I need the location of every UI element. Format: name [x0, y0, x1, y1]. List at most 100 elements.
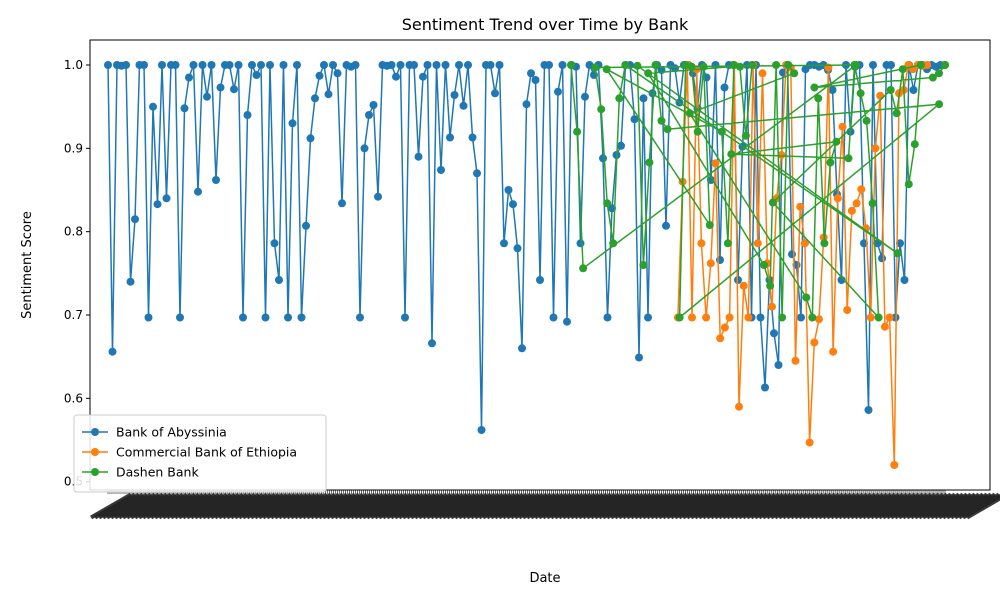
data-point	[758, 69, 767, 78]
data-point	[857, 185, 866, 194]
data-point	[545, 61, 553, 69]
data-point	[270, 239, 279, 248]
data-point	[778, 313, 787, 322]
data-point	[603, 199, 612, 208]
data-point	[702, 313, 711, 322]
data-point	[837, 276, 846, 284]
data-point	[621, 61, 630, 69]
data-point	[248, 61, 256, 69]
data-point	[450, 91, 459, 99]
data-point	[843, 306, 852, 314]
data-point	[900, 276, 909, 284]
data-point	[122, 61, 130, 69]
data-point	[599, 154, 607, 163]
data-point	[477, 426, 486, 434]
data-point	[896, 239, 904, 248]
data-point	[491, 89, 499, 98]
data-point	[909, 86, 918, 94]
data-point	[910, 140, 919, 149]
data-point	[356, 313, 364, 322]
data-point	[617, 141, 625, 150]
data-point	[810, 338, 819, 347]
data-point	[419, 72, 427, 81]
data-point	[320, 61, 328, 69]
data-point	[549, 313, 558, 322]
data-point	[500, 239, 508, 248]
data-point	[360, 144, 369, 153]
data-point	[509, 200, 517, 209]
data-point	[871, 144, 880, 153]
data-point	[176, 313, 184, 322]
data-point	[880, 322, 889, 331]
data-point	[387, 61, 396, 69]
data-point	[518, 344, 526, 353]
data-point	[104, 61, 112, 69]
data-point	[644, 313, 652, 322]
data-point	[603, 313, 612, 322]
data-point	[681, 61, 690, 69]
data-point	[753, 239, 762, 248]
data-point	[862, 116, 871, 125]
data-point	[591, 63, 600, 72]
data-point	[832, 137, 841, 146]
data-point	[437, 166, 445, 174]
data-point	[723, 239, 732, 248]
data-point	[705, 221, 714, 229]
data-point	[820, 239, 829, 248]
y-tick-label: 0.7	[64, 308, 83, 322]
data-point	[126, 277, 135, 286]
data-point	[885, 313, 894, 322]
data-point	[706, 259, 715, 268]
data-point	[279, 61, 288, 69]
data-point	[923, 61, 932, 69]
data-point	[916, 61, 925, 69]
data-point	[441, 61, 450, 69]
data-point	[554, 87, 562, 96]
data-point	[302, 221, 310, 230]
data-point	[886, 86, 895, 94]
data-point	[935, 69, 943, 78]
data-point	[428, 339, 436, 348]
data-point	[527, 69, 535, 78]
legend-marker	[91, 468, 99, 476]
data-point	[536, 276, 544, 284]
data-point	[760, 261, 768, 269]
data-point	[784, 61, 793, 69]
data-point	[639, 261, 648, 269]
data-point	[864, 406, 873, 414]
data-point	[766, 281, 775, 290]
data-point	[576, 239, 585, 248]
x-tick-label-glyphs	[966, 492, 1000, 520]
data-point	[288, 119, 297, 128]
data-point	[203, 92, 211, 101]
axes-frame	[89, 39, 991, 491]
data-point	[685, 109, 694, 118]
data-point	[741, 131, 750, 140]
data-point	[802, 293, 811, 302]
data-point	[374, 192, 382, 201]
data-point	[297, 313, 306, 322]
data-point	[266, 61, 274, 69]
data-point	[716, 256, 724, 264]
data-point	[414, 152, 423, 161]
data-point	[756, 313, 765, 322]
data-point	[814, 94, 823, 103]
data-point	[324, 90, 333, 99]
data-point	[735, 62, 744, 71]
data-point	[153, 200, 162, 209]
data-point	[464, 61, 472, 69]
data-point	[928, 73, 937, 82]
data-point	[770, 329, 778, 338]
data-point	[423, 61, 432, 69]
data-point	[657, 116, 666, 125]
data-point	[212, 176, 220, 184]
data-point	[567, 61, 575, 69]
data-point	[697, 239, 706, 248]
data-point	[216, 83, 225, 92]
data-point	[717, 127, 726, 136]
data-point	[531, 76, 540, 84]
data-point	[729, 61, 738, 69]
legend-marker	[91, 428, 99, 436]
data-point	[904, 180, 913, 189]
